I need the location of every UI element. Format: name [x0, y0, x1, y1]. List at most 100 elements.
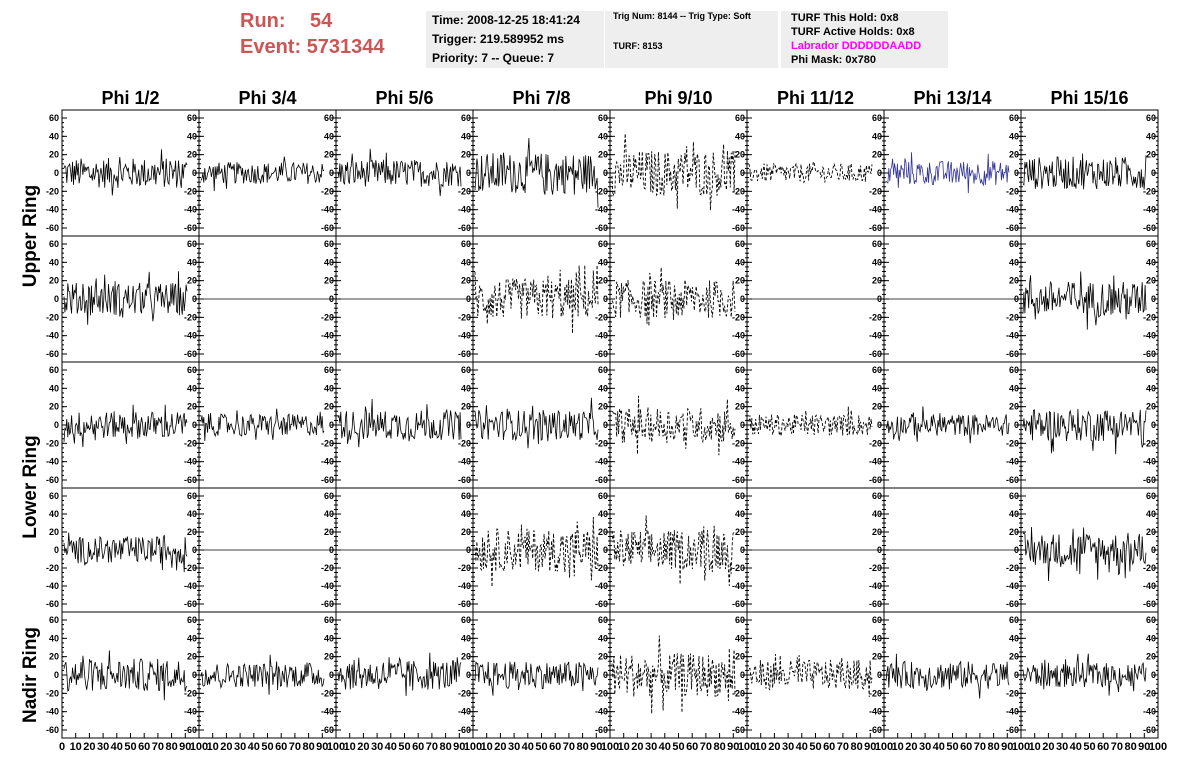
y-tick-label: 20 — [324, 150, 334, 160]
x-tick-label: 30 — [508, 741, 520, 753]
y-tick-label: 40 — [461, 509, 471, 519]
y-tick-label: -60 — [1006, 725, 1019, 735]
y-tick-label: 0 — [1014, 670, 1019, 680]
panel-frame — [883, 361, 1022, 489]
y-tick-label: -20 — [869, 563, 882, 573]
x-tick-label: 90 — [864, 741, 876, 753]
y-tick-label: 0 — [192, 545, 197, 555]
y-tick-label: 60 — [872, 615, 882, 625]
y-tick-label: -60 — [46, 223, 59, 233]
y-tick-label: 20 — [461, 527, 471, 537]
y-tick-label: -60 — [184, 599, 197, 609]
y-tick-label: -40 — [46, 707, 59, 717]
run-label: Run: — [240, 10, 286, 32]
y-tick-label: 40 — [324, 509, 334, 519]
y-tick-label: 40 — [1146, 383, 1156, 393]
y-tick-label: 20 — [735, 276, 745, 286]
y-tick-label: -40 — [732, 331, 745, 341]
y-tick-label: 60 — [598, 239, 608, 249]
y-tick-label: -40 — [458, 707, 471, 717]
y-tick-label: 60 — [598, 491, 608, 501]
waveform-trace — [63, 532, 188, 573]
x-tick-label: 10 — [618, 741, 630, 753]
y-tick-label: 20 — [598, 276, 608, 286]
panel-frame — [746, 361, 885, 489]
x-tick-label: 90 — [316, 741, 328, 753]
x-tick-label: 90 — [1001, 741, 1013, 753]
y-tick-label: 40 — [1009, 131, 1019, 141]
y-tick-label: 40 — [1009, 257, 1019, 267]
y-tick-label: 60 — [1146, 365, 1156, 375]
x-tick-label: 50 — [946, 741, 958, 753]
y-tick-label: -40 — [321, 331, 334, 341]
x-tick-label: 10 — [481, 741, 493, 753]
y-tick-label: 60 — [461, 113, 471, 123]
panel-frame — [609, 235, 748, 363]
y-tick-label: -20 — [1006, 186, 1019, 196]
ring-label: Upper Ring — [20, 185, 41, 287]
y-tick-label: 40 — [1009, 509, 1019, 519]
y-tick-label: 0 — [740, 294, 745, 304]
waveform-trace — [748, 406, 873, 437]
column-title: Phi 7/8 — [512, 88, 570, 108]
y-tick-label: 40 — [324, 257, 334, 267]
y-tick-label: 40 — [187, 257, 197, 267]
y-tick-label: 20 — [324, 402, 334, 412]
y-tick-label: 20 — [324, 527, 334, 537]
y-tick-label: 60 — [324, 113, 334, 123]
y-tick-label: 20 — [49, 276, 59, 286]
y-tick-label: 40 — [187, 383, 197, 393]
y-tick-label: 60 — [1146, 113, 1156, 123]
waveform-trace — [1022, 408, 1147, 455]
waveform-trace — [474, 137, 599, 208]
x-tick-label: 10 — [1029, 741, 1041, 753]
y-tick-label: 60 — [1009, 491, 1019, 501]
waveform-trace — [611, 635, 736, 714]
x-tick-label: 60 — [823, 741, 835, 753]
y-tick-label: 40 — [324, 633, 334, 643]
y-tick-label: 0 — [740, 420, 745, 430]
y-tick-label: 0 — [877, 670, 882, 680]
y-tick-label: 0 — [1151, 294, 1156, 304]
y-tick-label: 40 — [1146, 257, 1156, 267]
y-tick-label: 60 — [187, 365, 197, 375]
y-tick-label: -20 — [1143, 312, 1156, 322]
panel-frame — [746, 611, 885, 739]
y-tick-label: 40 — [1009, 383, 1019, 393]
y-tick-label: -20 — [732, 688, 745, 698]
y-tick-label: -60 — [732, 475, 745, 485]
y-tick-label: -40 — [869, 205, 882, 215]
panel-frame — [609, 611, 748, 739]
column-title: Phi 1/2 — [101, 88, 159, 108]
y-tick-label: -40 — [595, 205, 608, 215]
ring-label: Nadir Ring — [20, 627, 41, 723]
y-tick-label: -40 — [595, 457, 608, 467]
y-tick-label: 0 — [54, 670, 59, 680]
y-tick-label: 0 — [603, 420, 608, 430]
y-tick-label: -60 — [1006, 475, 1019, 485]
y-tick-label: 0 — [192, 420, 197, 430]
y-tick-label: -20 — [869, 312, 882, 322]
y-tick-label: 40 — [187, 131, 197, 141]
y-tick-label: -60 — [1143, 725, 1156, 735]
y-tick-label: 20 — [1146, 276, 1156, 286]
x-tick-label: 70 — [1111, 741, 1123, 753]
x-tick-label: 0 — [59, 741, 65, 753]
y-tick-label: 20 — [735, 527, 745, 537]
priority-text: Priority: 7 -- Queue: 7 — [432, 51, 555, 65]
y-tick-label: -20 — [321, 688, 334, 698]
y-tick-label: 20 — [598, 527, 608, 537]
y-tick-label: -60 — [321, 725, 334, 735]
y-tick-label: -40 — [869, 581, 882, 591]
y-tick-label: 40 — [735, 131, 745, 141]
x-tick-label: 30 — [371, 741, 383, 753]
y-tick-label: 60 — [872, 491, 882, 501]
